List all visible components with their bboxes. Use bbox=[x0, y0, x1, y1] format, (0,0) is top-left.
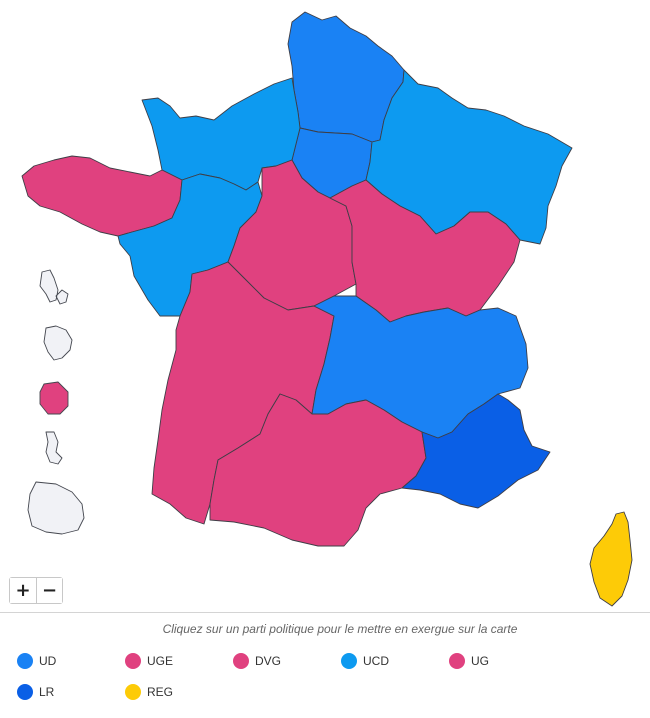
legend-dot-ud bbox=[17, 653, 33, 669]
legend-item-reg[interactable]: REG bbox=[125, 682, 233, 702]
legend-dot-ucd bbox=[341, 653, 357, 669]
legend-item-ug[interactable]: UG bbox=[449, 651, 557, 671]
legend-label: UG bbox=[471, 654, 489, 668]
legend-dot-ug bbox=[449, 653, 465, 669]
legend-item-dvg[interactable]: DVG bbox=[233, 651, 341, 671]
legend-item-ucd[interactable]: UCD bbox=[341, 651, 449, 671]
legend-dot-lr bbox=[17, 684, 33, 700]
france-regions-map[interactable]: + − bbox=[0, 0, 650, 612]
region-martinique[interactable] bbox=[43, 325, 73, 361]
region-occitanie[interactable] bbox=[209, 393, 427, 547]
map-canvas[interactable] bbox=[0, 0, 650, 612]
region-guadeloupe[interactable] bbox=[39, 269, 69, 305]
zoom-in-button[interactable]: + bbox=[10, 578, 36, 603]
region-corse[interactable] bbox=[589, 511, 633, 607]
legend-dot-reg bbox=[125, 684, 141, 700]
legend-label: LR bbox=[39, 685, 55, 699]
zoom-controls: + − bbox=[9, 577, 63, 604]
legend-dot-uge bbox=[125, 653, 141, 669]
party-legend: UD UGE DVG UCD UG LR REG bbox=[17, 651, 637, 702]
region-mayotte[interactable] bbox=[45, 431, 63, 465]
legend-label: UGE bbox=[147, 654, 174, 668]
region-provence-alpes-cote-d-azur[interactable] bbox=[401, 393, 551, 509]
region-guyane[interactable] bbox=[27, 481, 85, 535]
legend-label: UCD bbox=[363, 654, 389, 668]
legend-item-uge[interactable]: UGE bbox=[125, 651, 233, 671]
legend-dot-dvg bbox=[233, 653, 249, 669]
legend-item-ud[interactable]: UD bbox=[17, 651, 125, 671]
region-la-reunion[interactable] bbox=[39, 381, 69, 415]
legend-item-lr[interactable]: LR bbox=[17, 682, 125, 702]
region-bourgogne-franche-comte[interactable] bbox=[329, 179, 521, 323]
legend-label: DVG bbox=[255, 654, 282, 668]
legend-label: UD bbox=[39, 654, 57, 668]
legend-divider bbox=[0, 612, 650, 613]
legend-hint: Cliquez sur un parti politique pour le m… bbox=[162, 622, 518, 636]
zoom-out-button[interactable]: − bbox=[36, 578, 62, 603]
legend-label: REG bbox=[147, 685, 174, 699]
